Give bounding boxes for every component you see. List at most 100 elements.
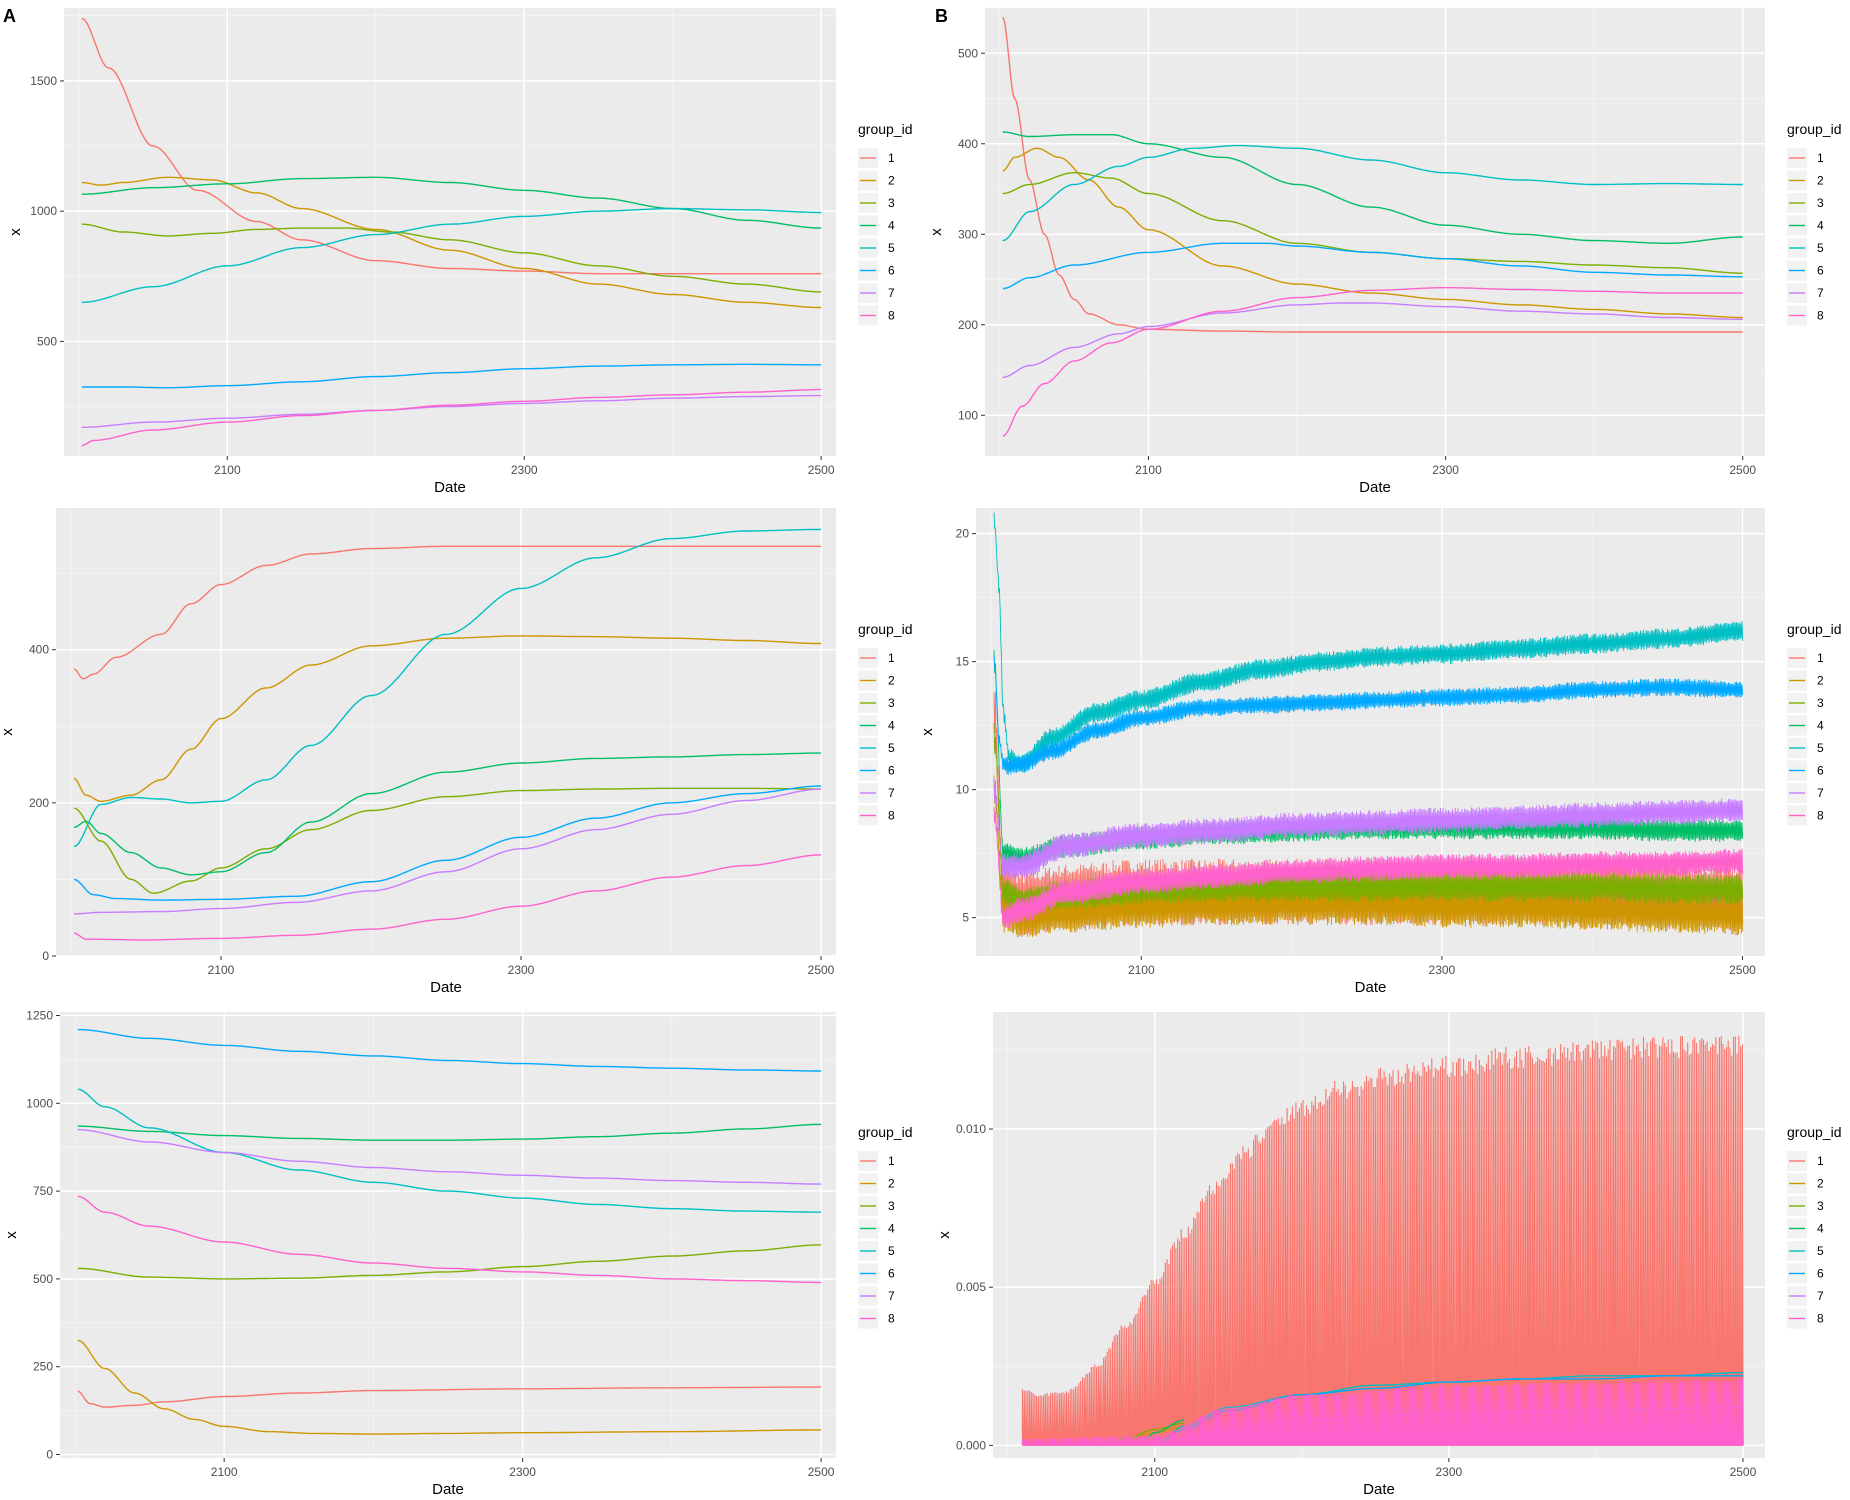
x-tick-label: 2300	[1429, 963, 1456, 977]
legend-label-1: 1	[1817, 151, 1824, 165]
y-axis-title: x	[936, 1231, 953, 1239]
series-line-1	[81, 17, 822, 275]
series-line-7	[77, 1128, 822, 1185]
y-tick-label: 300	[958, 227, 978, 241]
series-group	[73, 528, 821, 941]
legend: group_id 1 2 3 4 5 6 7 8	[858, 121, 913, 326]
series-line-8	[1002, 287, 1743, 437]
x-axis-title: Date	[430, 979, 462, 996]
legend-title: group_id	[1787, 121, 1842, 137]
y-tick-label: 0.005	[956, 1280, 986, 1294]
series-line-8	[73, 854, 821, 941]
x-tick-label: 2300	[1432, 463, 1459, 477]
legend-label-6: 6	[888, 1267, 895, 1281]
legend-label-5: 5	[888, 1244, 895, 1258]
axes: 2100 2300 2500 500 1000 1500	[30, 74, 835, 477]
series-group	[1002, 16, 1743, 437]
series-line-2	[81, 176, 822, 309]
y-tick-label: 0.010	[956, 1122, 986, 1136]
panel-letter-b: B	[935, 6, 948, 26]
legend-label-3: 3	[888, 1199, 895, 1213]
legend-label-3: 3	[888, 696, 895, 710]
legend-label-2: 2	[1817, 1177, 1824, 1191]
legend-label-7: 7	[888, 286, 895, 300]
y-tick-label: 500	[37, 334, 57, 348]
legend-label-3: 3	[1817, 196, 1824, 210]
panel-middle-right: 2100 2300 2500 5 10 15 20 Date x group_id 1 2 3 4 5 6 7 8	[919, 500, 1850, 1000]
legend-label-7: 7	[1817, 286, 1824, 300]
x-tick-label: 2300	[1435, 1465, 1462, 1479]
chart-middle-left: 2100 2300 2500 0 200 400 Date x group_id 1 2 3 4 5 6 7 8	[0, 508, 913, 996]
plot-background	[64, 8, 836, 456]
legend-label-4: 4	[1817, 219, 1824, 233]
series-line-4	[77, 1123, 822, 1141]
legend-title: group_id	[1787, 621, 1842, 637]
series-line-8	[77, 1195, 822, 1284]
series-line-7	[81, 394, 822, 428]
y-tick-label: 200	[29, 796, 49, 810]
legend-label-7: 7	[1817, 1289, 1824, 1303]
x-axis-title: Date	[1355, 979, 1387, 996]
axes: 2100 2300 2500 0 250 500 750 1000 1250	[26, 1009, 834, 1479]
legend: group_id 1 2 3 4 5 6 7 8	[1787, 1124, 1842, 1329]
series-line-4	[73, 752, 821, 876]
plot-background	[985, 8, 1765, 456]
legend-label-8: 8	[888, 809, 895, 823]
legend-label-2: 2	[888, 174, 895, 188]
x-tick-label: 2300	[508, 963, 535, 977]
series-line-3	[81, 223, 822, 293]
legend-label-3: 3	[1817, 696, 1824, 710]
y-axis-title: x	[919, 728, 936, 736]
legend-title: group_id	[858, 121, 913, 137]
panel-top-left: A 2100 2300 2500 500 1000 1500 Date x group_id 1 2…	[0, 0, 925, 500]
legend-label-8: 8	[1817, 309, 1824, 323]
x-tick-label: 2100	[208, 963, 235, 977]
x-tick-label: 2500	[808, 463, 835, 477]
y-tick-label: 400	[958, 137, 978, 151]
series-line-5	[993, 512, 1744, 773]
y-tick-label: 250	[33, 1360, 53, 1374]
y-axis-title: x	[3, 1231, 20, 1239]
legend-label-4: 4	[888, 1222, 895, 1236]
y-tick-label: 5	[962, 911, 969, 925]
legend-label-6: 6	[888, 764, 895, 778]
y-tick-label: 100	[958, 408, 978, 422]
legend-label-1: 1	[888, 151, 895, 165]
legend-label-6: 6	[1817, 264, 1824, 278]
axes: 2100 2300 2500 5 10 15 20	[956, 527, 1756, 977]
series-line-6	[77, 1028, 822, 1072]
legend-label-2: 2	[888, 1177, 895, 1191]
legend-label-6: 6	[1817, 764, 1824, 778]
x-tick-label: 2100	[1135, 463, 1162, 477]
x-axis-title: Date	[434, 479, 466, 496]
y-tick-label: 400	[29, 643, 49, 657]
y-tick-label: 0.000	[956, 1438, 986, 1452]
series-line-2	[1002, 147, 1743, 319]
y-tick-label: 10	[956, 783, 970, 797]
series-group	[77, 1028, 822, 1435]
legend-label-2: 2	[1817, 174, 1824, 188]
series-line-2	[73, 635, 821, 802]
panel-letter-a: A	[3, 6, 16, 26]
legend: group_id 1 2 3 4 5 6 7 8	[1787, 121, 1842, 326]
series-group	[993, 512, 1744, 938]
series-line-3	[73, 787, 821, 894]
series-line-5	[73, 528, 821, 848]
gridlines	[985, 7, 1765, 456]
y-tick-label: 1250	[26, 1009, 53, 1023]
series-line-6	[993, 655, 1744, 775]
panel-top-right: B 2100 2300 2500 100 200 300 400 500 Date x group_…	[925, 0, 1850, 500]
legend-label-7: 7	[888, 786, 895, 800]
series-line-6	[1154, 1375, 1743, 1446]
legend-label-8: 8	[1817, 1312, 1824, 1326]
legend-label-4: 4	[1817, 1222, 1824, 1236]
x-tick-label: 2500	[1729, 963, 1756, 977]
x-tick-label: 2100	[1141, 1465, 1168, 1479]
series-line-7	[1002, 302, 1743, 378]
chart-top-left: 2100 2300 2500 500 1000 1500 Date x group_id 1 2 3 4…	[7, 8, 913, 496]
x-tick-label: 2500	[808, 1465, 835, 1479]
legend-label-5: 5	[888, 741, 895, 755]
x-tick-label: 2300	[509, 1465, 536, 1479]
series-line-8	[81, 388, 822, 447]
y-tick-label: 750	[33, 1184, 53, 1198]
